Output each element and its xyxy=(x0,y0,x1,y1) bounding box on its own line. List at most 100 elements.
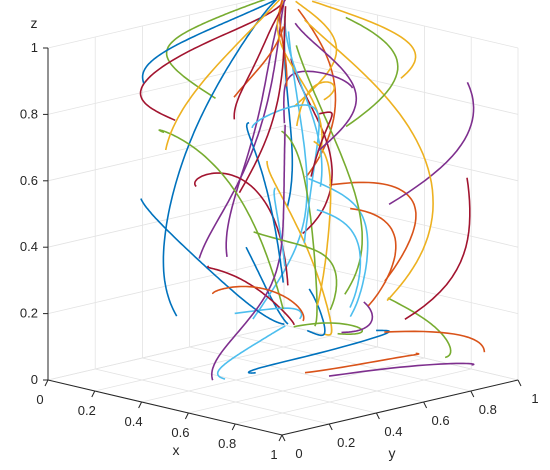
trajectory-curve xyxy=(273,187,286,267)
trajectory-curve xyxy=(311,0,417,79)
trajectory-curve xyxy=(211,124,286,381)
grid-line xyxy=(236,335,471,392)
y-tick-label: 0.4 xyxy=(384,424,402,439)
z-axis-label: z xyxy=(31,15,38,31)
trajectory-curve xyxy=(293,0,338,108)
grid-line xyxy=(188,357,425,414)
grid-line xyxy=(283,258,519,314)
x-tick-label: 0.8 xyxy=(218,436,236,451)
trajectory-curve xyxy=(304,352,420,374)
trajectory-curves xyxy=(139,0,486,381)
trajectory-curve xyxy=(387,297,452,359)
trajectory-curve xyxy=(266,160,333,336)
trajectory-curve xyxy=(251,104,320,244)
grid-line xyxy=(189,346,424,403)
trajectory-curve xyxy=(245,246,289,325)
trajectory-curve xyxy=(345,16,399,128)
y-tick-mark xyxy=(423,401,428,409)
y-tick-mark xyxy=(375,412,380,420)
trajectory-curve xyxy=(316,208,362,308)
trajectory-curve xyxy=(295,45,363,295)
x-tick-label: 0.2 xyxy=(78,403,96,418)
x-tick-mark xyxy=(44,379,49,387)
z-tick-label: 0.2 xyxy=(20,306,38,321)
y-tick-mark xyxy=(517,379,522,387)
trajectory-curve xyxy=(313,140,332,306)
x-axis-label: x xyxy=(173,442,180,458)
x-axis-line xyxy=(47,379,283,436)
trajectory-curve xyxy=(306,288,326,337)
trajectory-curve xyxy=(212,285,305,322)
grid-line xyxy=(47,125,285,182)
trajectory-curve xyxy=(141,0,278,84)
x-tick-label: 0 xyxy=(36,392,43,407)
grid-line xyxy=(142,357,377,414)
x-tick-mark xyxy=(91,390,96,398)
y-tick-mark xyxy=(470,390,475,398)
grid-line xyxy=(235,368,472,425)
y-tick-label: 0.2 xyxy=(337,435,355,450)
x-tick-label: 0.4 xyxy=(125,414,143,429)
axes xyxy=(43,47,522,442)
trajectory-curve xyxy=(310,111,333,177)
trajectory-curve xyxy=(293,322,364,335)
x-tick-mark xyxy=(278,434,283,442)
trajectory-curve xyxy=(140,198,285,325)
x-tick-label: 1 xyxy=(270,447,277,462)
trajectory-curve xyxy=(283,70,354,124)
z-tick-label: 0.8 xyxy=(20,106,38,121)
z-tick-label: 0.6 xyxy=(20,173,38,188)
trajectory-curve xyxy=(162,0,278,317)
trajectory-curve xyxy=(247,329,391,374)
x-tick-mark xyxy=(184,412,189,420)
trajectory-curve xyxy=(165,0,266,99)
grid-line xyxy=(47,191,285,248)
trajectory-curve xyxy=(388,81,475,205)
trajectory-curve xyxy=(139,0,286,122)
x-tick-label: 0.6 xyxy=(171,425,189,440)
trajectory-curve xyxy=(341,301,374,334)
trajectory-curve xyxy=(216,325,286,380)
z-tick-label: 0 xyxy=(31,372,38,387)
trajectory-curve xyxy=(278,0,288,87)
trajectory-curve xyxy=(198,0,286,259)
trajectory-curve xyxy=(350,207,397,307)
trajectory-curve xyxy=(329,181,417,282)
grid-line xyxy=(283,125,519,182)
y-tick-mark xyxy=(281,434,286,442)
grid-line xyxy=(95,368,330,425)
trajectory-curve xyxy=(245,122,284,283)
grid-line xyxy=(47,324,285,381)
trajectory-curve xyxy=(294,22,358,152)
trajectory-curve xyxy=(238,6,287,194)
grid-line xyxy=(312,0,519,49)
y-axis-label: y xyxy=(389,445,396,461)
x-tick-mark xyxy=(138,401,143,409)
grid-line xyxy=(283,191,519,248)
z-tick-label: 0.4 xyxy=(20,239,38,254)
trajectory-curve xyxy=(296,81,335,127)
y-tick-label: 0 xyxy=(295,446,302,461)
trajectory-curve xyxy=(164,0,281,151)
grid-line xyxy=(283,59,519,115)
grid-line xyxy=(141,346,378,403)
x-tick-mark xyxy=(231,423,236,431)
y-tick-label: 0.6 xyxy=(432,413,450,428)
grid-line xyxy=(94,335,331,392)
tick-labels: 0 0.2 0.4 0.6 0.8 1 0 0.2 0.4 0.6 0.8 1 0 0.2 0.4 0.6 0.… xyxy=(20,40,539,462)
y-tick-mark xyxy=(328,423,333,431)
trajectory-curve xyxy=(404,177,471,320)
grid-line xyxy=(47,0,256,49)
trajectory-curve xyxy=(194,172,289,286)
trajectory-curve xyxy=(253,231,338,311)
y-tick-label: 0.8 xyxy=(479,402,497,417)
grid-line xyxy=(47,59,285,115)
y-tick-label: 1 xyxy=(531,391,538,406)
y-axis-line xyxy=(281,379,519,436)
trajectory-curve xyxy=(234,307,303,320)
trajectory-curve xyxy=(308,177,369,318)
trajectory-curve xyxy=(158,129,284,310)
trajectory-curve xyxy=(304,19,434,302)
trajectory-curve xyxy=(297,8,337,178)
